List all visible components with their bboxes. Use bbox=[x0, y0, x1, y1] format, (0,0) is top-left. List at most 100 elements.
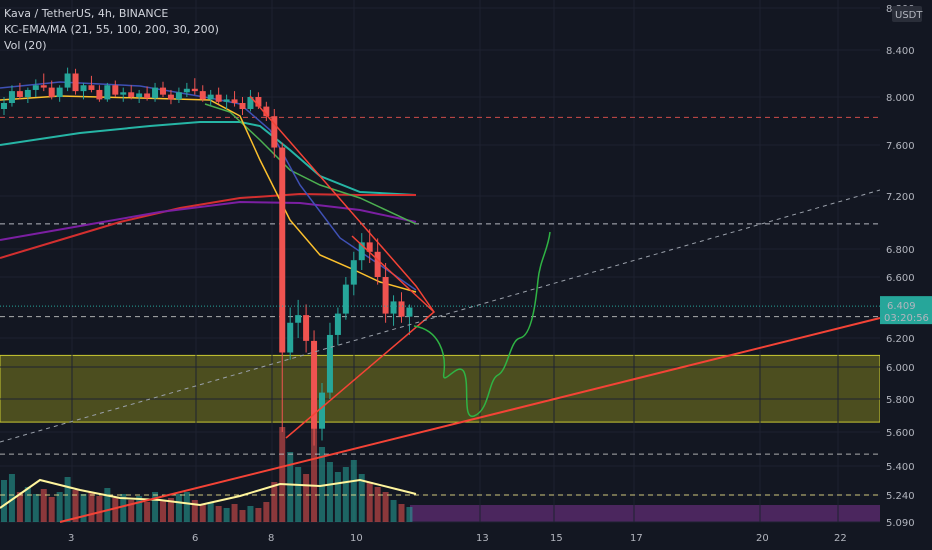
volume-bar bbox=[279, 427, 286, 522]
candle-body bbox=[183, 88, 190, 93]
symbol-title[interactable]: Kava / TetherUS, 4h, BINANCE bbox=[4, 7, 169, 20]
volume-bar bbox=[358, 474, 365, 522]
candle-body bbox=[271, 116, 278, 148]
price-tick-label: 5.800 bbox=[886, 395, 915, 406]
triangle-pattern bbox=[249, 95, 436, 439]
volume-bar bbox=[398, 504, 405, 522]
volume-bar bbox=[16, 492, 23, 522]
candle-body bbox=[64, 73, 71, 88]
volume-bar bbox=[366, 482, 373, 522]
candle-body bbox=[112, 85, 119, 95]
candle-body bbox=[342, 284, 349, 314]
candle-body bbox=[287, 322, 294, 353]
candle-body bbox=[374, 251, 381, 277]
candle-body bbox=[144, 93, 151, 99]
volume-bar bbox=[32, 494, 39, 522]
candle-body bbox=[56, 87, 63, 97]
price-tick-label: 5.600 bbox=[886, 428, 915, 439]
candle-body bbox=[80, 85, 87, 92]
candle-body bbox=[104, 85, 111, 100]
volume-bar bbox=[326, 462, 333, 522]
candle-body bbox=[207, 94, 214, 100]
volume-bar bbox=[247, 506, 254, 522]
date-tick-label: 13 bbox=[476, 533, 489, 544]
candle-body bbox=[175, 92, 182, 100]
volume-bar bbox=[136, 496, 143, 522]
candle-body bbox=[263, 106, 270, 117]
candle-body bbox=[295, 315, 302, 323]
volume-bar bbox=[40, 489, 47, 522]
volume-bar bbox=[128, 500, 135, 522]
candle-body bbox=[303, 315, 310, 341]
price-tick-label: 5.400 bbox=[886, 462, 915, 473]
candle-body bbox=[255, 97, 262, 107]
volume-bar bbox=[104, 488, 111, 522]
candle-body bbox=[136, 93, 143, 97]
date-tick-label: 10 bbox=[350, 533, 363, 544]
triangle-upper-leg bbox=[351, 235, 435, 313]
candle-body bbox=[334, 313, 341, 335]
price-tick-label: 6.000 bbox=[886, 363, 915, 374]
volume-bar bbox=[255, 508, 262, 522]
candle-body bbox=[326, 334, 333, 393]
candle-body bbox=[366, 242, 373, 252]
candle-body bbox=[167, 94, 174, 100]
candle-body bbox=[96, 89, 103, 100]
volume-bar bbox=[239, 510, 246, 522]
volume-bar bbox=[64, 477, 71, 522]
volume-bar bbox=[231, 504, 238, 522]
price-tick-label: 6.800 bbox=[886, 245, 915, 256]
volume-bar bbox=[382, 492, 389, 522]
volume-bar bbox=[183, 492, 190, 522]
date-tick-label: 8 bbox=[268, 533, 274, 544]
candle-body bbox=[199, 91, 206, 100]
volume-bar bbox=[1, 480, 7, 522]
volume-bar bbox=[88, 492, 95, 522]
rising-trendline bbox=[59, 317, 881, 523]
candle-body bbox=[24, 89, 31, 97]
volume-bar bbox=[167, 498, 174, 522]
candle-body bbox=[231, 99, 238, 103]
date-tick-label: 22 bbox=[834, 533, 847, 544]
dashed-channel-line bbox=[0, 189, 881, 443]
candle-body bbox=[88, 85, 95, 90]
volume-bar bbox=[112, 498, 119, 522]
candle-body bbox=[8, 91, 15, 103]
currency-label: USDT bbox=[895, 10, 923, 21]
candle-body bbox=[390, 301, 397, 314]
price-tick-label: 7.200 bbox=[886, 192, 915, 203]
date-tick-label: 15 bbox=[550, 533, 563, 544]
volume-bar bbox=[287, 452, 294, 522]
countdown-label: 03:20:56 bbox=[884, 313, 929, 324]
volume-bar bbox=[96, 496, 103, 522]
volume-bar bbox=[207, 502, 214, 522]
volume-bar bbox=[319, 447, 325, 522]
volume-bar bbox=[175, 494, 182, 522]
date-tick-label: 20 bbox=[756, 533, 769, 544]
candle-body bbox=[247, 97, 254, 109]
candle-body bbox=[215, 94, 222, 102]
ma-teal bbox=[0, 121, 417, 196]
price-tick-label: 8.000 bbox=[886, 93, 915, 104]
ma-green bbox=[204, 103, 417, 225]
candle-body bbox=[191, 88, 198, 92]
volume-bar bbox=[350, 460, 357, 522]
indicator-label[interactable]: KC-EMA/MA (21, 55, 100, 200, 30, 200) bbox=[4, 23, 219, 36]
volume-label[interactable]: Vol (20) bbox=[4, 39, 47, 52]
candle-body bbox=[279, 147, 286, 353]
current-price-tag bbox=[880, 296, 932, 325]
volume-bar bbox=[152, 492, 159, 522]
price-tick-label: 6.200 bbox=[886, 334, 915, 345]
candle-body bbox=[350, 260, 357, 285]
volume-bar bbox=[263, 502, 270, 522]
current-price-label: 6.409 bbox=[887, 301, 916, 312]
candle-body bbox=[128, 92, 135, 97]
volume-bar bbox=[56, 492, 63, 522]
price-axis-bg bbox=[880, 0, 932, 550]
ma-purple bbox=[0, 200, 417, 241]
candle-body bbox=[319, 392, 325, 429]
price-tick-label: 7.600 bbox=[886, 141, 915, 152]
date-tick-label: 17 bbox=[630, 533, 643, 544]
volume-band bbox=[410, 505, 880, 522]
